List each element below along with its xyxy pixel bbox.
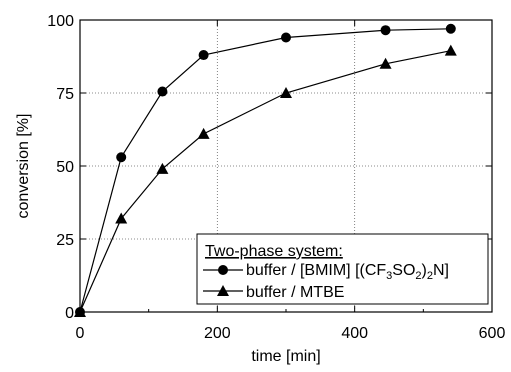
data-point-triangle — [280, 87, 292, 98]
data-point-triangle — [156, 162, 169, 174]
x-tick-label: 600 — [479, 325, 506, 342]
y-tick-label: 100 — [47, 13, 74, 30]
y-tick-label: 25 — [56, 232, 74, 249]
x-tick-label: 400 — [341, 325, 368, 342]
data-point-triangle — [379, 57, 392, 69]
x-tick-label: 0 — [76, 325, 85, 342]
legend: Two-phase system: buffer / [BMIM] [(CF3S… — [196, 233, 489, 305]
legend-box — [196, 233, 489, 305]
x-axis-label: time [min] — [251, 348, 320, 365]
y-axis-label: conversion [%] — [15, 114, 32, 219]
x-tick-label: 200 — [204, 325, 231, 342]
y-tick-label: 75 — [56, 86, 74, 103]
data-point-triangle — [197, 127, 210, 139]
data-point-triangle — [115, 212, 128, 224]
series-layer — [74, 23, 457, 317]
data-point-triangle — [444, 44, 457, 56]
legend-marker-circle — [218, 265, 228, 275]
legend-label-bmim: buffer / [BMIM] [(CF3SO2)2N] — [246, 262, 449, 282]
data-point-circle — [116, 152, 127, 163]
y-tick-label: 50 — [56, 159, 74, 176]
data-point-circle — [157, 86, 168, 97]
data-point-circle — [198, 50, 209, 61]
data-point-circle — [380, 25, 391, 36]
y-tick-label: 0 — [65, 305, 74, 322]
data-point-circle — [445, 23, 456, 34]
axis-ticks: 0 200 400 600 0 25 50 75 100 — [47, 13, 505, 342]
legend-marker-triangle — [217, 285, 229, 296]
legend-label-mtbe: buffer / MTBE — [246, 284, 344, 301]
data-point-circle — [281, 32, 291, 43]
legend-title: Two-phase system: — [205, 243, 343, 260]
